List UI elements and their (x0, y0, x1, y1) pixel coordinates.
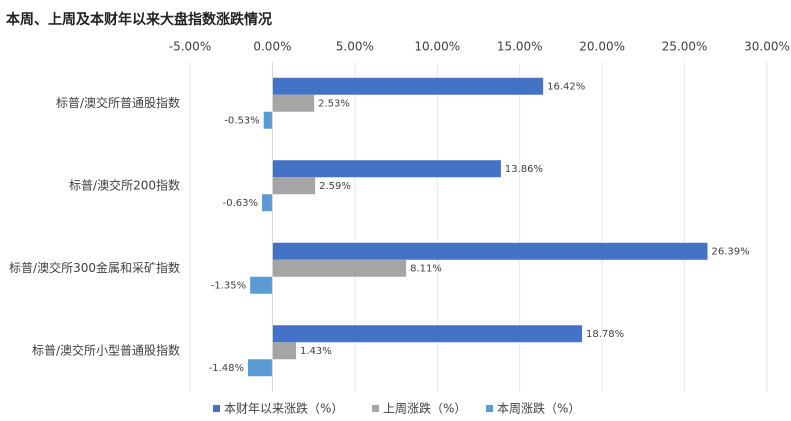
bar (272, 342, 297, 360)
value-label: 13.86% (505, 164, 543, 175)
bar (262, 194, 273, 212)
legend-label: 本周涨跌（%） (497, 401, 580, 416)
bar (248, 359, 273, 377)
value-label: 26.39% (711, 246, 749, 257)
bar (272, 94, 315, 112)
value-label: -1.35% (211, 280, 246, 291)
legend-label: 上周涨跌（%） (383, 401, 466, 416)
legend-label: 本财年以来涨跌（%） (224, 401, 343, 416)
value-label: 2.53% (318, 98, 350, 109)
y-tick-label: 标普/澳交所小型普通股指数 (32, 342, 180, 357)
chart-title: 本周、上周及本财年以来大盘指数涨跌情况 (6, 11, 272, 28)
value-label: 8.11% (410, 263, 442, 274)
bar (272, 259, 407, 277)
legend-swatch (486, 405, 493, 412)
bar (272, 177, 316, 195)
value-label: -0.63% (223, 198, 258, 209)
x-tick-label: 20.00% (579, 40, 625, 54)
y-tick-label: 标普/澳交所200指数 (69, 177, 180, 192)
x-tick-label: -5.00% (169, 40, 211, 54)
x-tick-label: 25.00% (662, 40, 708, 54)
value-label: -0.53% (224, 115, 259, 126)
value-label: -1.48% (209, 363, 244, 374)
value-label: 16.42% (547, 81, 585, 92)
y-tick-label: 标普/澳交所300金属和采矿指数 (9, 260, 180, 275)
x-tick-label: 5.00% (336, 40, 374, 54)
bar (263, 111, 273, 129)
legend-swatch (213, 405, 220, 412)
x-tick-label: 15.00% (497, 40, 543, 54)
bar (272, 242, 708, 260)
value-label: 18.78% (586, 329, 624, 340)
x-tick-label: 0.00% (253, 40, 291, 54)
legend-swatch (372, 405, 379, 412)
bar (272, 325, 583, 343)
bar (272, 77, 544, 95)
x-tick-label: 10.00% (414, 40, 460, 54)
value-label: 2.59% (319, 181, 351, 192)
x-tick-label: 30.00% (744, 40, 790, 54)
y-tick-label: 标普/澳交所普通股指数 (56, 95, 180, 110)
bar (272, 160, 501, 178)
bar (250, 276, 273, 294)
value-label: 1.43% (300, 346, 332, 357)
